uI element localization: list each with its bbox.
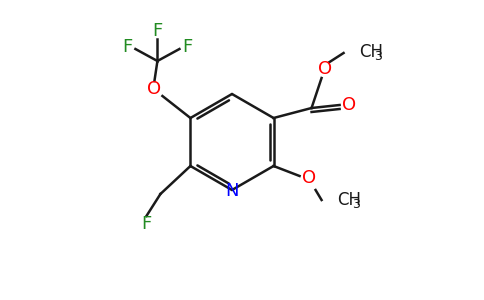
Text: CH: CH bbox=[337, 191, 362, 209]
Text: 3: 3 bbox=[375, 50, 382, 62]
Text: CH: CH bbox=[360, 43, 383, 61]
Text: O: O bbox=[318, 60, 332, 78]
Text: N: N bbox=[225, 182, 239, 200]
Text: O: O bbox=[302, 169, 316, 187]
Text: 3: 3 bbox=[352, 197, 361, 211]
Text: F: F bbox=[141, 215, 151, 233]
Text: O: O bbox=[147, 80, 162, 98]
Text: F: F bbox=[152, 22, 163, 40]
Text: O: O bbox=[342, 96, 356, 114]
Text: F: F bbox=[122, 38, 133, 56]
Text: F: F bbox=[182, 38, 193, 56]
